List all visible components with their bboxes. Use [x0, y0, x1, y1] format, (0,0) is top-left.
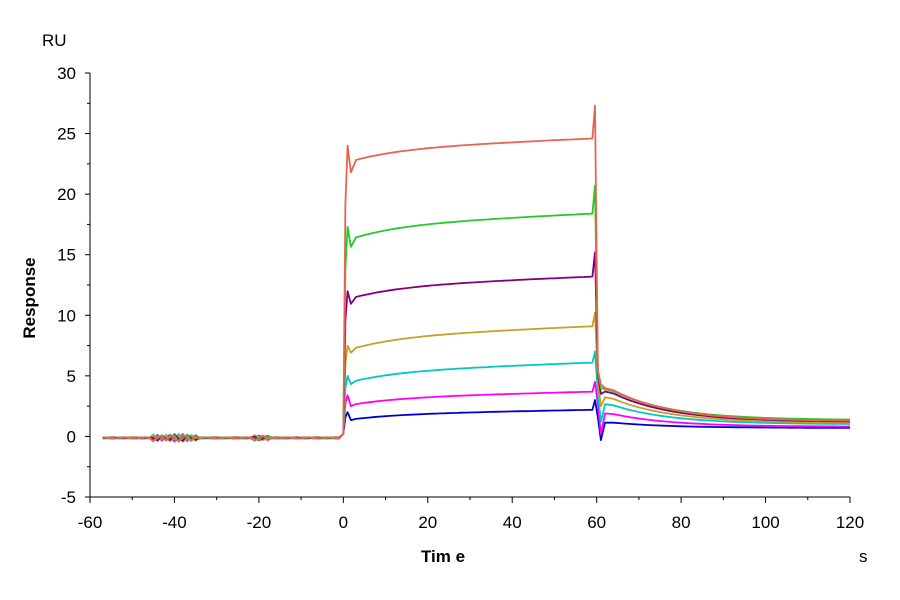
y-axis-title: Response [20, 257, 39, 338]
x-tick-label: 80 [672, 513, 691, 532]
y-tick-label: 25 [57, 125, 76, 144]
x-tick-label: 60 [587, 513, 606, 532]
y-tick-label: -5 [61, 488, 76, 507]
series-line-6 [102, 184, 850, 443]
x-tick-label: -20 [247, 513, 272, 532]
x-tick-label: 120 [836, 513, 864, 532]
x-tick-label: -60 [78, 513, 103, 532]
y-tick-label: 15 [57, 246, 76, 265]
x-unit-label: s [859, 547, 868, 566]
x-axis-title: Tim e [421, 547, 465, 566]
x-tick-label: -40 [162, 513, 187, 532]
y-axis-ticks: -5 0 5 10 15 20 25 30 [57, 64, 90, 507]
y-tick-label: 10 [57, 306, 76, 325]
x-tick-label: 100 [751, 513, 779, 532]
y-tick-label: 20 [57, 185, 76, 204]
series-lines [102, 104, 851, 443]
x-axis-ticks: -60 -40 -20 0 20 40 60 80 100 120 [78, 497, 864, 532]
x-tick-label: 40 [503, 513, 522, 532]
x-tick-label: 0 [339, 513, 348, 532]
y-tick-label: 5 [67, 367, 76, 386]
y-unit-label: RU [42, 31, 67, 50]
y-tick-label: 0 [67, 427, 76, 446]
x-tick-label: 20 [418, 513, 437, 532]
y-tick-label: 30 [57, 64, 76, 83]
series-line-7 [102, 104, 851, 443]
